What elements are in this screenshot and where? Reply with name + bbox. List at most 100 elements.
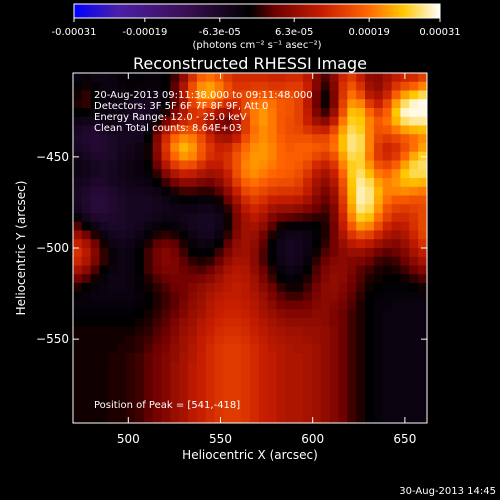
heatmap-cell [365, 335, 375, 345]
heatmap-cell [214, 221, 225, 232]
heatmap-cell [117, 283, 127, 293]
heatmap-cell [409, 116, 419, 127]
heatmap-cell [241, 335, 251, 345]
heatmap-cell [347, 256, 357, 267]
heatmap-cell [90, 239, 101, 249]
heatmap-cell [382, 73, 393, 83]
heatmap-cell [409, 396, 419, 407]
heatmap-cell [347, 405, 357, 415]
heatmap-cell [365, 318, 375, 328]
heatmap-cell [329, 213, 340, 223]
heatmap-cell [170, 414, 180, 423]
heatmap-cell [303, 283, 313, 293]
heatmap-cell [196, 353, 207, 363]
heatmap-cell [382, 291, 393, 302]
heatmap-cell [161, 248, 171, 258]
heatmap-cell [73, 396, 83, 407]
heatmap-cell [409, 405, 419, 415]
heatmap-cell [285, 291, 295, 302]
annotation-time: 20-Aug-2013 09:11:38.000 to 09:11:48.000 [94, 90, 313, 101]
heatmap-cell [196, 335, 207, 345]
heatmap-cell [170, 361, 180, 372]
heatmap-cell [90, 125, 101, 135]
heatmap-cell [400, 125, 410, 135]
heatmap-cell [329, 221, 340, 232]
heatmap-cell [267, 265, 278, 275]
heatmap-cell [285, 186, 295, 197]
heatmap-cell [232, 125, 242, 135]
heatmap-cell [143, 370, 154, 380]
heatmap-cell [205, 221, 216, 232]
heatmap-cell [232, 274, 242, 284]
heatmap-cell [294, 151, 304, 162]
heatmap-cell [108, 204, 118, 214]
heatmap-cell [382, 134, 393, 144]
heatmap-cell [73, 274, 83, 284]
heatmap-cell [382, 379, 393, 389]
heatmap-cell [391, 160, 402, 170]
heatmap-cell [285, 221, 295, 232]
heatmap-cell [391, 318, 402, 328]
heatmap-cell [134, 125, 145, 135]
heatmap-cell [294, 248, 304, 258]
heatmap-cell [214, 73, 225, 83]
heatmap-cell [373, 239, 384, 249]
heatmap-cell [205, 335, 216, 345]
heatmap-cell [365, 388, 375, 398]
heatmap-cell [382, 151, 393, 162]
heatmap-cell [347, 204, 357, 214]
heatmap-cell [250, 239, 260, 249]
heatmap-cell [232, 239, 242, 249]
heatmap-cell [338, 283, 348, 293]
heatmap-cell [276, 90, 286, 100]
heatmap-cell [294, 204, 304, 214]
heatmap-cell [108, 388, 118, 398]
heatmap-cell [188, 256, 198, 267]
heatmap-cell [320, 396, 331, 407]
heatmap-cell [391, 388, 402, 398]
heatmap-cell [205, 274, 216, 284]
heatmap-cell [338, 151, 348, 162]
heatmap-cell [365, 414, 375, 423]
heatmap-cell [143, 151, 154, 162]
heatmap-cell [311, 169, 322, 179]
heatmap-cell [250, 388, 260, 398]
heatmap-cell [232, 169, 242, 179]
heatmap-cell [196, 326, 207, 337]
heatmap-cell [338, 379, 348, 389]
heatmap-cell [258, 309, 269, 319]
heatmap-cell [320, 204, 331, 214]
heatmap-cell [152, 335, 163, 345]
heatmap-cell [134, 116, 145, 127]
heatmap-cell [232, 388, 242, 398]
heatmap-cell [329, 116, 340, 127]
heatmap-cell [267, 405, 278, 415]
heatmap-cell [347, 239, 357, 249]
heatmap-cell [143, 125, 154, 135]
heatmap-cell [418, 256, 427, 267]
heatmap-cell [179, 169, 189, 179]
heatmap-cell [179, 309, 189, 319]
heatmap-cell [179, 213, 189, 223]
heatmap-cell [382, 405, 393, 415]
heatmap-cell [73, 90, 83, 100]
heatmap-cell [418, 309, 427, 319]
heatmap-cell [356, 230, 366, 240]
heatmap-cell [170, 151, 180, 162]
heatmap-cell [117, 370, 127, 380]
heatmap-cell [143, 160, 154, 170]
heatmap-cell [250, 178, 260, 188]
heatmap-cell [303, 134, 313, 144]
heatmap-cell [382, 396, 393, 407]
heatmap-cell [258, 160, 269, 170]
heatmap-cell [418, 370, 427, 380]
heatmap-cell [196, 90, 207, 100]
heatmap-cell [373, 151, 384, 162]
heatmap-cell [294, 230, 304, 240]
heatmap-cell [356, 221, 366, 232]
heatmap-cell [152, 291, 163, 302]
heatmap-cell [400, 248, 410, 258]
heatmap-cell [205, 256, 216, 267]
heatmap-cell [276, 291, 286, 302]
heatmap-cell [90, 405, 101, 415]
